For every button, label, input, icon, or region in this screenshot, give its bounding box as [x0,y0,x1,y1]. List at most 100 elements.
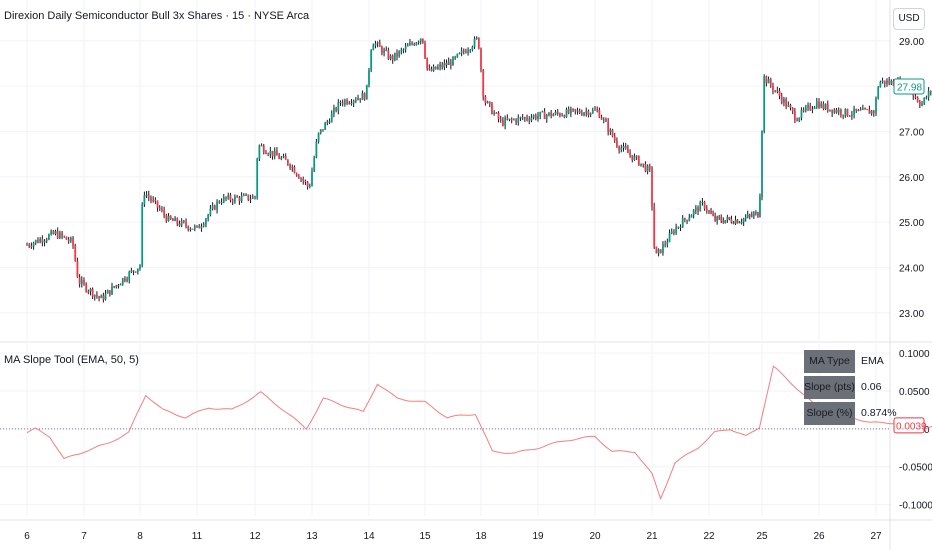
candle-body [710,210,712,214]
candle-body [473,38,476,47]
candle-body [545,115,548,119]
candle-body [925,97,928,99]
candle-body [152,199,155,201]
candle-body [765,76,768,84]
indicator-title[interactable]: MA Slope Tool (EMA, 50, 5) [4,354,139,366]
candle-body [833,109,836,114]
candle-body [216,201,218,210]
candle-body [815,101,818,108]
info-row-ma-type: MA Type EMA [804,350,899,373]
candle-body [746,214,749,218]
candle-body [343,100,346,105]
candle-body [80,280,83,284]
candle-body [404,46,407,50]
candle-body [738,222,741,224]
candle-body [30,246,33,248]
candle-body [111,286,113,295]
candle-body [236,196,239,198]
candle-body [269,150,272,155]
candle-body [701,201,704,203]
candle-body [161,209,163,211]
time-axis-tick-label: 18 [475,531,487,542]
chart-title: Direxion Daily Semiconductor Bull 3x Sha… [4,10,310,22]
candle-body [824,104,827,109]
candle-body [769,79,772,86]
candle-body [339,101,342,103]
candle-body [583,112,585,115]
candle-body [113,286,116,288]
candle-body [398,51,401,57]
candle-body [359,98,362,100]
indicator-info-table: MA Type EMA Slope (pts) 0.06 Slope (%) 0… [804,350,899,428]
candle-body [400,49,403,52]
candle-body [655,246,658,254]
candle-body [72,237,74,246]
candle-body [87,291,90,293]
candle-body [322,129,324,131]
candle-body [306,182,309,187]
ma-slope-line [26,365,932,501]
time-axis-tick-label: 7 [81,531,87,542]
candle-body [304,181,307,183]
candle-body [697,207,699,212]
candle-body [791,107,794,112]
candle-body [143,195,146,205]
candle-body [541,111,544,113]
candle-body [370,50,373,71]
candle-body [130,270,133,272]
candle-body [211,205,214,209]
candle-body [52,231,55,234]
candle-body [352,100,355,104]
candle-body [875,98,877,113]
candle-body [523,117,526,119]
last-price-label: 27.98 [897,83,922,94]
candle-body [465,51,467,53]
candle-body [750,215,753,217]
candle-body [158,207,161,210]
candle-body [200,226,203,229]
candle-body [883,80,886,85]
candle-body [354,100,357,102]
candle-body [411,42,413,44]
candle-body [295,173,298,176]
candle-body [602,119,605,121]
candle-body [324,123,327,130]
candle-body [607,121,610,132]
candle-body [767,79,770,84]
candle-body [67,239,70,242]
candle-body [855,108,858,112]
info-value: 0.874% [861,407,897,419]
candle-body [837,109,840,113]
candle-body [346,100,348,104]
candle-body [793,111,796,121]
candle-body [600,117,603,120]
candle-body [730,219,733,223]
candle-body [430,69,433,71]
indicator-axis-tick-label: 0.1000 [899,349,930,360]
currency-button[interactable]: USD [893,8,925,30]
candle-body [108,290,111,295]
candle-body [83,280,85,284]
candle-body [454,56,457,58]
candle-body [565,109,568,118]
info-key: MA Type [804,350,855,373]
candle-body [124,278,126,281]
candle-body [666,241,669,245]
candle-body [521,117,524,119]
candle-body [475,37,478,39]
candle-body [98,296,100,299]
candle-body [744,217,747,219]
candle-body [176,218,179,224]
time-axis-tick-label: 21 [646,531,658,542]
candle-body [330,113,333,123]
candle-body [389,55,392,59]
candle-body [469,49,472,51]
candle-body [554,111,557,115]
candle-body [724,220,727,223]
indicator-axis-tick-label: -0.0500 [899,463,932,474]
candle-body [548,112,550,116]
candle-body [844,108,847,116]
candle-body [328,121,331,123]
candle-body [563,115,566,118]
